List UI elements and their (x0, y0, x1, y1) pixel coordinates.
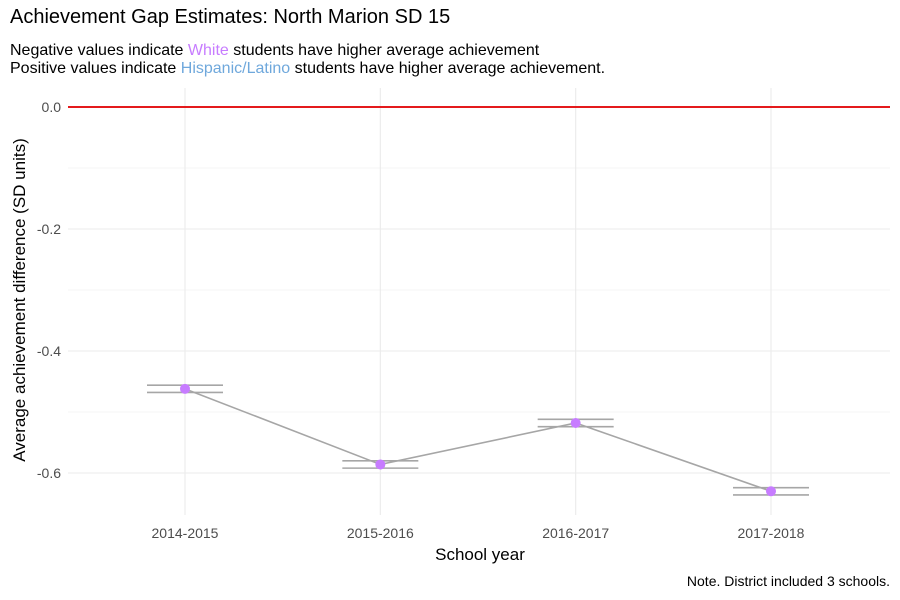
data-point (766, 486, 776, 497)
x-tick-label: 2016-2017 (542, 525, 609, 541)
x-tick-label: 2015-2016 (347, 525, 414, 541)
x-tick-label: 2017-2018 (738, 525, 805, 541)
subtitle-white-highlight: White (187, 42, 229, 59)
data-point (375, 459, 386, 470)
x-axis-label: School year (435, 545, 525, 564)
caption-note: Note. District included 3 schools. (686, 573, 890, 589)
subtitle-line-1-prefix: Negative values indicate (10, 42, 188, 59)
y-axis-label: Average achievement difference (SD units… (10, 138, 29, 462)
subtitle-line-1: Negative values indicate White students … (10, 42, 539, 60)
chart-title: Achievement Gap Estimates: North Marion … (10, 6, 451, 28)
data-point (570, 417, 581, 428)
y-tick-label: -0.2 (37, 221, 61, 237)
x-tick-label: 2014-2015 (152, 525, 219, 541)
subtitle-line-2: Positive values indicate Hispanic/Latino… (10, 60, 605, 78)
subtitle-line-1-suffix: students have higher average achievement (228, 42, 540, 59)
y-tick-label: -0.4 (37, 343, 61, 359)
subtitle-line-2-prefix: Positive values indicate (10, 60, 181, 77)
series-line (184, 388, 772, 493)
y-tick-label: -0.6 (37, 465, 61, 481)
subtitle-line-2-suffix: students have higher average achievement… (290, 60, 606, 77)
subtitle-hispanic-highlight: Hispanic/Latino (180, 60, 291, 77)
data-point (180, 383, 190, 394)
y-tick-label: 0.0 (42, 99, 62, 115)
